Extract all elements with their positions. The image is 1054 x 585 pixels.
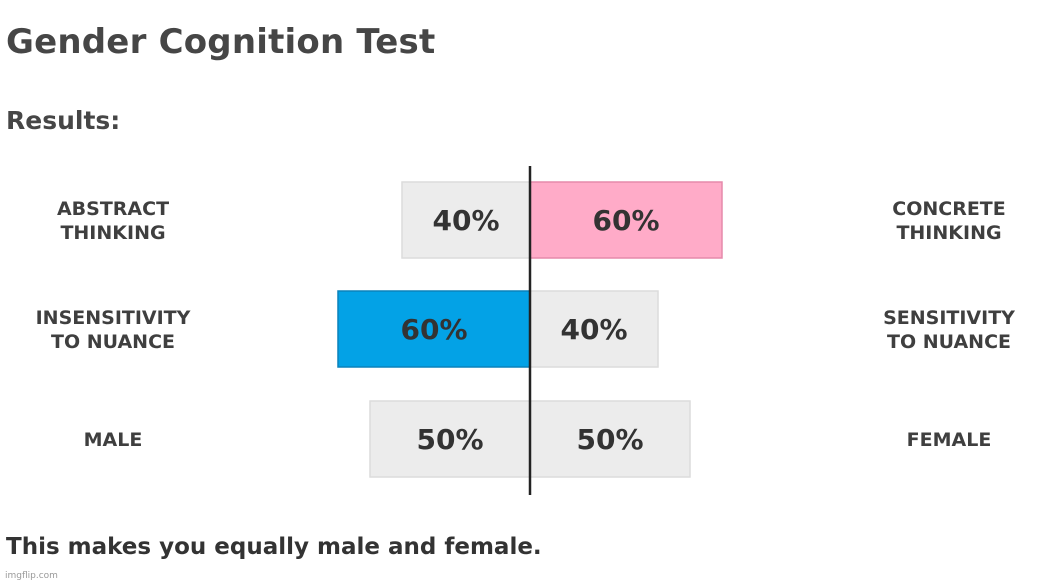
category-label-right: FEMALE — [907, 429, 992, 451]
category-label-right: CONCRETE — [892, 198, 1006, 220]
value-label-left: 40% — [432, 204, 499, 237]
category-label-right: THINKING — [896, 222, 1001, 244]
category-label-right: TO NUANCE — [887, 331, 1011, 353]
results-heading: Results: — [6, 106, 121, 135]
bar-left — [369, 400, 531, 478]
value-label-right: 50% — [576, 423, 643, 456]
value-label-right: 60% — [592, 204, 659, 237]
category-label-left: THINKING — [60, 222, 165, 244]
category-label-left: ABSTRACT — [57, 198, 169, 220]
category-label-left: MALE — [84, 429, 143, 451]
bar-left — [401, 181, 531, 259]
bar-right — [529, 290, 659, 368]
category-label-left: TO NUANCE — [51, 331, 175, 353]
value-label-left: 60% — [400, 313, 467, 346]
result-summary: This makes you equally male and female. — [6, 534, 542, 560]
bar-right — [529, 400, 691, 478]
category-label-right: SENSITIVITY — [883, 307, 1015, 329]
value-label-left: 50% — [416, 423, 483, 456]
category-label-left: INSENSITIVITY — [36, 307, 191, 329]
value-label-right: 40% — [560, 313, 627, 346]
page-title: Gender Cognition Test — [6, 22, 436, 62]
watermark: imgflip.com — [5, 571, 58, 581]
